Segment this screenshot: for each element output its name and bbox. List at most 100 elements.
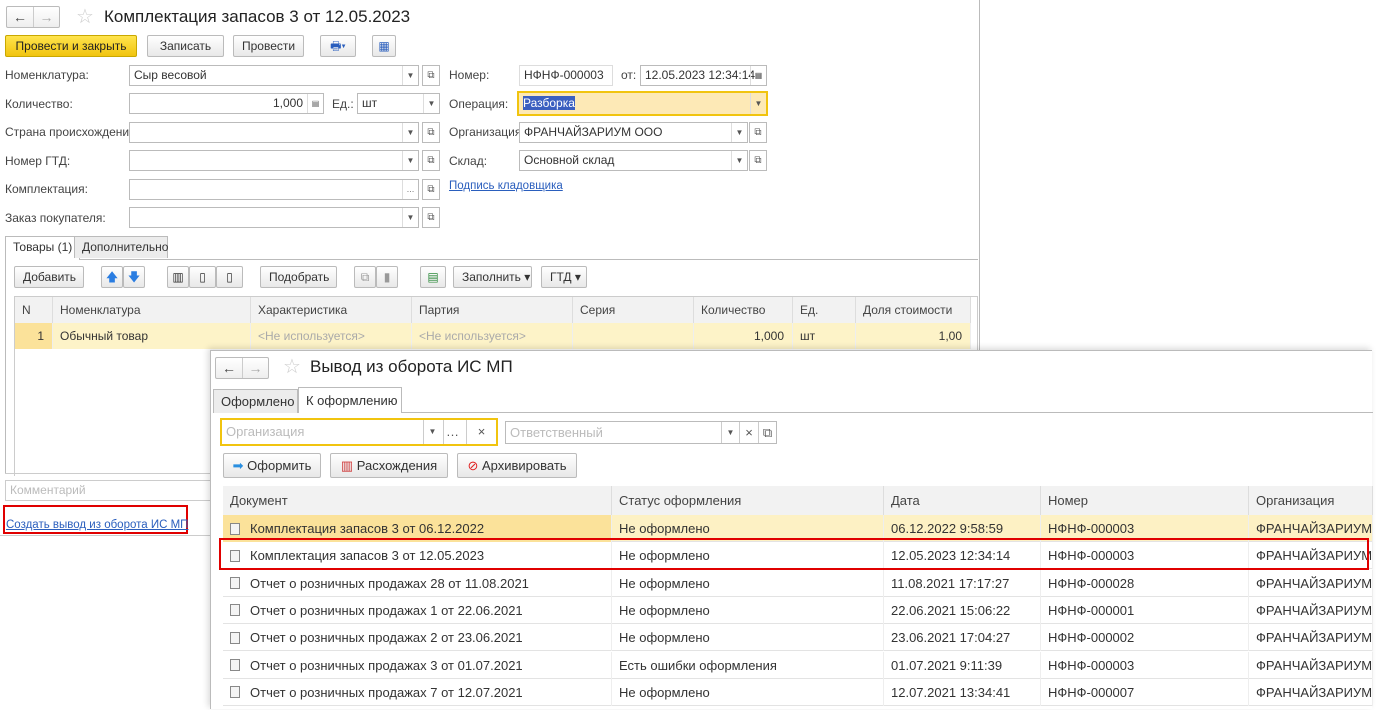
column-header[interactable]: Документ xyxy=(223,486,612,515)
dropdown-icon[interactable]: ▼ xyxy=(423,94,439,113)
favorite-star-icon[interactable]: ☆ xyxy=(76,6,94,28)
dropdown-icon[interactable]: ▼ xyxy=(402,123,418,142)
warehouse-field[interactable]: Основной склад ▼ xyxy=(519,150,748,171)
tsd-import-icon[interactable]: ▯ xyxy=(189,266,216,288)
column-header[interactable]: Статус оформления xyxy=(612,486,884,515)
operation-field[interactable]: Разборка ▼ xyxy=(517,91,768,116)
create-withdrawal-link[interactable]: Создать вывод из оборота ИС МП xyxy=(6,519,189,531)
table-cell[interactable]: 1 xyxy=(15,323,53,349)
table-cell[interactable]: 1,000 xyxy=(694,323,793,349)
discrepancies-button[interactable]: ▥ Расхождения xyxy=(330,453,448,478)
barcode-icon[interactable]: ▥ xyxy=(167,266,189,288)
dropdown-icon[interactable]: ▼ xyxy=(423,420,441,444)
order-field[interactable]: ▼ xyxy=(129,207,419,228)
archive-button[interactable]: ⊘ Архивировать xyxy=(457,453,577,478)
org-field[interactable]: ФРАНЧАЙЗАРИУМ ООО ▼ xyxy=(519,122,748,143)
table-row[interactable]: Отчет о розничных продажах 7 от 12.07.20… xyxy=(223,678,1373,706)
select-icon[interactable]: … xyxy=(443,420,461,444)
gtd-button[interactable]: ГТД ▾ xyxy=(541,266,587,288)
nomenclature-field[interactable]: Сыр весовой ▼ xyxy=(129,65,419,86)
open-icon[interactable]: ⧉ xyxy=(422,150,440,171)
table-row[interactable]: Отчет о розничных продажах 28 от 11.08.2… xyxy=(223,569,1373,597)
dropdown-icon[interactable]: ▼ xyxy=(731,151,747,170)
table-row[interactable]: Комплектация запасов 3 от 06.12.2022 Не о… xyxy=(223,515,1373,542)
move-down-icon[interactable]: 🡇 xyxy=(123,266,145,288)
select-icon[interactable]: … xyxy=(402,180,418,199)
open-icon[interactable]: ⧉ xyxy=(749,150,767,171)
dropdown-icon[interactable]: ▼ xyxy=(721,422,739,443)
fill-button[interactable]: Заполнить ▾ xyxy=(453,266,532,288)
column-header[interactable]: Номенклатура xyxy=(53,297,251,323)
column-header[interactable]: Ед. xyxy=(793,297,856,323)
dropdown-icon[interactable]: ▼ xyxy=(402,151,418,170)
open-icon[interactable]: ⧉ xyxy=(749,122,767,143)
tsd-export-icon[interactable]: ▯ xyxy=(216,266,243,288)
forward-icon[interactable]: → xyxy=(33,7,59,27)
favorite-star-icon[interactable]: ☆ xyxy=(283,356,301,378)
post-and-close-button[interactable]: Провести и закрыть xyxy=(5,35,137,57)
country-field[interactable]: ▼ xyxy=(129,122,419,143)
org-value: ФРАНЧАЙЗАРИУМ ООО xyxy=(524,125,663,139)
open-icon[interactable]: ⧉ xyxy=(422,179,440,200)
print-icon[interactable]: 🖶▾ xyxy=(320,35,356,57)
kit-field[interactable]: … xyxy=(129,179,419,200)
copy-icon[interactable]: ⧉ xyxy=(354,266,376,288)
back-icon[interactable]: ← xyxy=(222,360,236,376)
dropdown-icon[interactable]: ▼ xyxy=(750,93,766,114)
paste-icon[interactable]: ▮ xyxy=(376,266,398,288)
dropdown-icon[interactable]: ▼ xyxy=(402,66,418,85)
column-header[interactable]: Партия xyxy=(412,297,573,323)
table-cell: 12.07.2021 13:34:41 xyxy=(884,678,1041,706)
tab-additional[interactable]: Дополнительно xyxy=(74,236,168,258)
column-header[interactable]: Номер xyxy=(1041,486,1249,515)
move-up-icon[interactable]: 🡅 xyxy=(101,266,123,288)
column-header[interactable]: Характеристика xyxy=(251,297,412,323)
signature-link[interactable]: Подпись кладовщика xyxy=(449,180,563,192)
calculator-icon[interactable]: ▤ xyxy=(307,94,323,113)
organization-filter[interactable]: Организация ▼ … × xyxy=(220,418,498,446)
column-header[interactable]: Серия xyxy=(573,297,694,323)
table-row[interactable]: Отчет о розничных продажах 3 от 01.07.20… xyxy=(223,651,1373,679)
column-header[interactable]: N xyxy=(15,297,53,323)
pick-button[interactable]: Подобрать xyxy=(260,266,337,288)
column-header[interactable]: Дата xyxy=(884,486,1041,515)
back-icon[interactable]: ← xyxy=(13,9,27,25)
tab-goods[interactable]: Товары (1) xyxy=(5,236,81,260)
forward-icon[interactable]: → xyxy=(242,358,268,378)
column-header[interactable]: Организация xyxy=(1249,486,1373,515)
table-cell[interactable]: 1,00 xyxy=(856,323,971,349)
column-header[interactable]: Количество xyxy=(694,297,793,323)
table-row[interactable]: Комплектация запасов 3 от 12.05.2023 Не о… xyxy=(223,542,1373,570)
quantity-field[interactable]: 1,000 ▤ xyxy=(129,93,324,114)
column-header[interactable]: Доля стоимости xyxy=(856,297,971,323)
tab-processed[interactable]: Оформлено xyxy=(213,389,298,413)
open-icon[interactable]: ⧉ xyxy=(758,422,776,443)
structure-icon[interactable]: ▦ xyxy=(372,35,396,57)
tab-to-process[interactable]: К оформлению xyxy=(298,387,402,413)
dropdown-icon[interactable]: ▼ xyxy=(731,123,747,142)
table-cell[interactable] xyxy=(573,323,694,349)
calendar-icon[interactable]: ▦ xyxy=(750,66,766,85)
table-cell[interactable]: <Не используется> xyxy=(251,323,412,349)
dropdown-icon[interactable]: ▼ xyxy=(402,208,418,227)
table-cell[interactable]: Обычный товар xyxy=(53,323,251,349)
responsible-filter[interactable]: Ответственный ▼ × ⧉ xyxy=(505,421,777,444)
add-button[interactable]: Добавить xyxy=(14,266,84,288)
process-button[interactable]: ➡ Оформить xyxy=(223,453,321,478)
table-cell[interactable]: <Не используется> xyxy=(412,323,573,349)
number-field[interactable]: НФНФ-000003 xyxy=(519,65,613,86)
open-icon[interactable]: ⧉ xyxy=(422,65,440,86)
clear-icon[interactable]: × xyxy=(739,422,758,443)
clear-icon[interactable]: × xyxy=(466,420,496,444)
save-button[interactable]: Записать xyxy=(147,35,224,57)
table-row[interactable]: Отчет о розничных продажах 2 от 23.06.20… xyxy=(223,624,1373,652)
gtd-field[interactable]: ▼ xyxy=(129,150,419,171)
date-field[interactable]: 12.05.2023 12:34:14 ▦ xyxy=(640,65,767,86)
post-button[interactable]: Провести xyxy=(233,35,304,57)
table-row[interactable]: Отчет о розничных продажах 1 от 22.06.20… xyxy=(223,596,1373,624)
table-cell[interactable]: шт xyxy=(793,323,856,349)
open-icon[interactable]: ⧉ xyxy=(422,122,440,143)
open-icon[interactable]: ⧉ xyxy=(422,207,440,228)
load-icon[interactable]: ▤ xyxy=(420,266,446,288)
unit-field[interactable]: шт ▼ xyxy=(357,93,440,114)
